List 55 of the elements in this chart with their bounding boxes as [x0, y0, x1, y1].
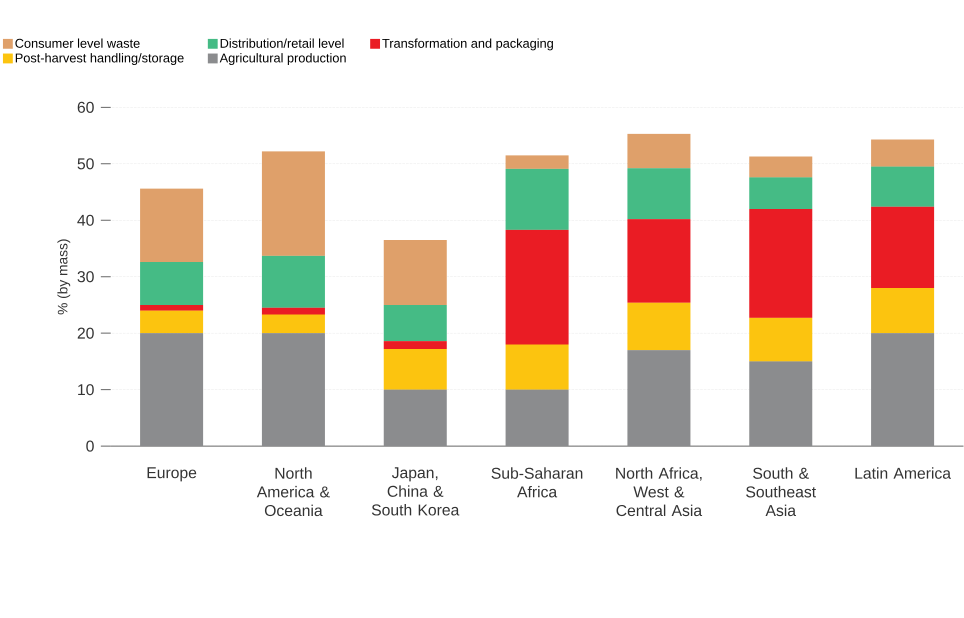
y-tick-label: 50: [78, 158, 94, 170]
bar: [506, 230, 569, 344]
legend-label: Transformation and packaging: [382, 38, 553, 50]
y-tick-label: 40: [77, 214, 94, 226]
bar: [384, 348, 447, 390]
y-tick-label: 0: [86, 440, 94, 452]
bar: [506, 168, 569, 230]
x-tick-label: North America & Oceania: [256, 467, 330, 516]
y-axis-title: % (by mass): [57, 239, 70, 314]
bar: [384, 340, 447, 349]
bar: [749, 361, 812, 446]
bar: [140, 304, 204, 310]
x-tick-label: South & Southeast Asia: [746, 467, 816, 516]
x-tick-label: North Africa, West & Central Asia: [616, 467, 702, 516]
x-tick-label: Japan, China & South Korea: [372, 467, 460, 516]
legend-label: Consumer level waste: [15, 38, 140, 48]
bar: [140, 188, 204, 262]
y-tick-label: 10: [78, 384, 94, 395]
bar: [871, 332, 934, 446]
x-tick-label: Sub-Saharan Africa: [492, 467, 582, 498]
bar: [262, 256, 325, 308]
bar: [262, 308, 325, 314]
x-tick-label: Latin America: [855, 467, 951, 479]
bar: [627, 218, 690, 302]
bar: [627, 168, 690, 219]
y-tick-label: 60: [78, 102, 94, 113]
bar: [871, 206, 934, 288]
bar: [627, 350, 690, 446]
bar: [262, 151, 325, 256]
bar: [140, 332, 204, 446]
y-tick-label: 30: [78, 270, 94, 282]
bar: [627, 134, 690, 168]
bar: [749, 318, 812, 362]
bar: [506, 344, 569, 390]
bar: [627, 302, 690, 350]
bar: [506, 389, 569, 446]
bar: [262, 332, 325, 446]
bar: [749, 177, 812, 209]
bar: [871, 166, 934, 206]
bar: [749, 156, 812, 178]
bar: [384, 389, 447, 446]
legend-label: Agricultural production: [220, 52, 346, 65]
bar: [140, 310, 204, 333]
bar: [506, 155, 569, 169]
bar: [384, 240, 447, 305]
bar: [262, 314, 325, 333]
legend-label: Post-harvest handling/storage: [16, 52, 184, 65]
bar: [384, 304, 447, 341]
bar: [140, 262, 204, 305]
x-tick-label: Europe: [148, 467, 196, 482]
bar: [871, 288, 934, 333]
bar: [749, 208, 812, 318]
y-tick-label: 20: [78, 327, 94, 339]
legend-label: Distribution/retail level: [220, 38, 344, 48]
bar: [871, 139, 934, 166]
